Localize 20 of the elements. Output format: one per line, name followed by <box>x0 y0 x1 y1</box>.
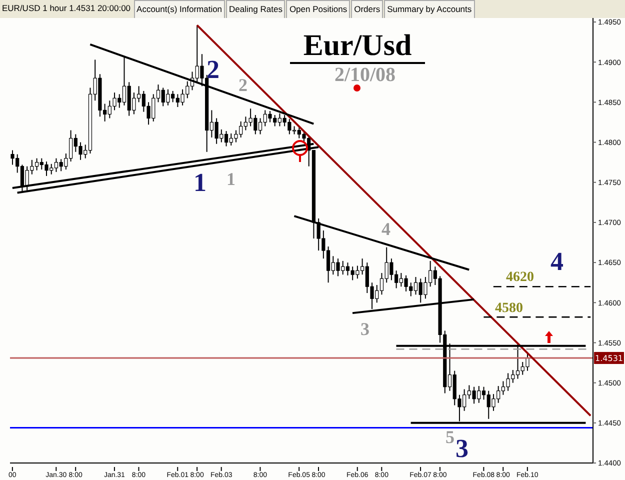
annotation: 4 <box>550 247 564 276</box>
annotation: 2 <box>206 55 220 84</box>
annotation: 3 <box>456 434 468 464</box>
annotation: 2 <box>238 75 248 96</box>
text: Summary by Accounts <box>384 0 475 18</box>
chart-title: Eur/Usd <box>290 29 425 64</box>
text: EUR/USD 1 hour 1.4531 20:00:00 <box>1 2 132 15</box>
annotation: 1 <box>226 169 236 190</box>
annotation: 4580 <box>494 300 524 318</box>
annotation: 4 <box>380 219 392 241</box>
text: Open Positions <box>286 0 350 18</box>
annotation: 1 <box>194 168 206 198</box>
text: Orders <box>351 0 384 18</box>
text: Dealing Rates <box>226 0 286 18</box>
annotation: 3 <box>360 319 370 341</box>
ref-line-label: 1.4531 <box>595 354 623 363</box>
text: Account(s) Information <box>134 0 226 18</box>
annotation: 4620 <box>506 270 534 285</box>
text: 2/10/08 <box>333 64 397 86</box>
annotation: 5 <box>446 427 454 448</box>
